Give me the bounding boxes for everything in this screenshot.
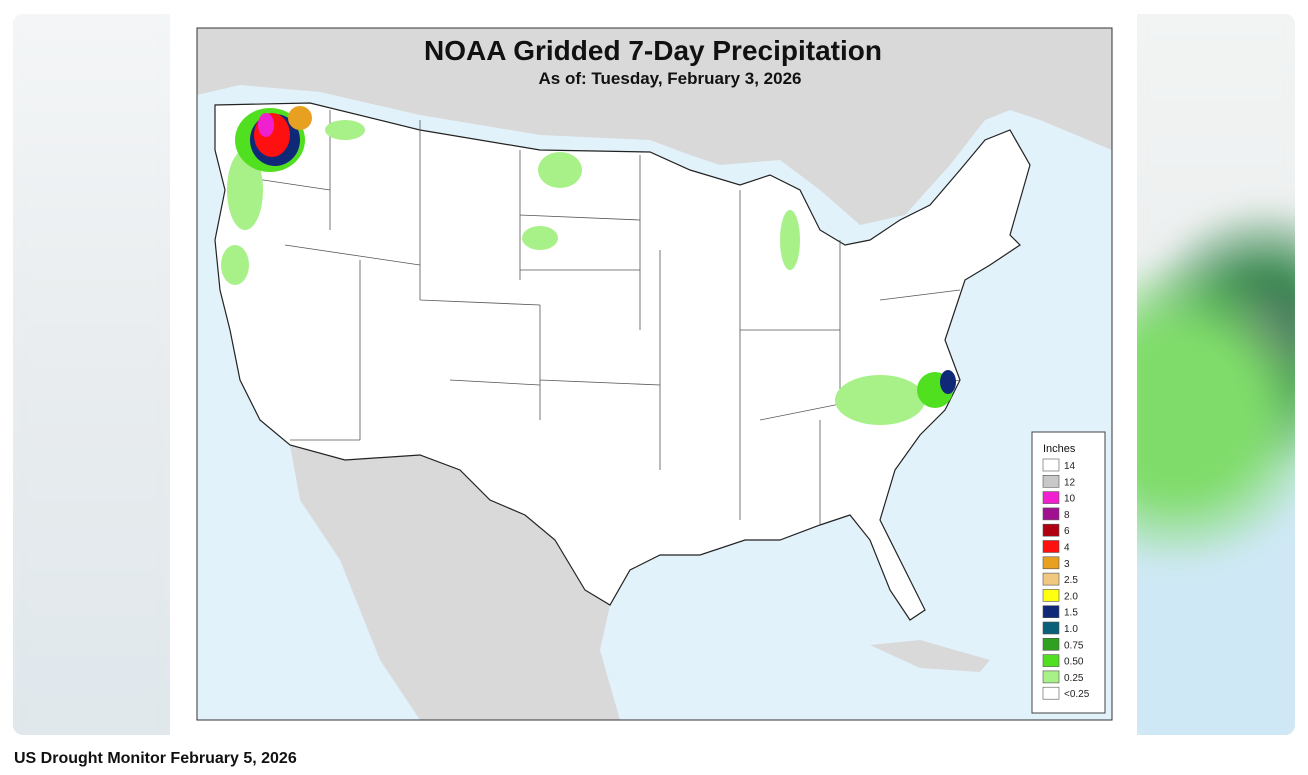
legend-label: 0.50: [1064, 657, 1084, 668]
next-slide[interactable]: [1137, 14, 1295, 735]
legend-label: 1.5: [1064, 608, 1078, 619]
conus: [214, 102, 1031, 621]
legend-swatch: [1042, 507, 1060, 521]
precip-area: [258, 113, 274, 137]
state-lines: [229, 110, 961, 525]
caption: US Drought Monitor February 5, 2026: [14, 750, 297, 767]
legend-label: 12: [1064, 477, 1076, 488]
precip-area: [835, 375, 925, 425]
legend-label: 6: [1064, 526, 1070, 537]
precipitation: [221, 106, 956, 425]
legend-swatch: [1042, 474, 1060, 488]
legend-swatch: [1042, 458, 1060, 472]
precip-area: [940, 370, 956, 394]
legend-swatch: [1042, 605, 1060, 619]
legend-swatch: [1042, 572, 1060, 586]
legend-swatch: [1042, 670, 1060, 684]
legend-label: 3: [1064, 559, 1070, 570]
image-frame: [196, 27, 1113, 721]
legend-label: 10: [1064, 494, 1076, 505]
legend-swatch: [1042, 540, 1060, 553]
precip-area: [522, 226, 558, 250]
blurred-image: [1137, 14, 1295, 735]
legend-swatch: [1042, 686, 1060, 700]
blurred-image: [13, 14, 170, 735]
legend-swatch: [1042, 637, 1060, 651]
legend: Inches 14 12 10 8 6 4 3 2.5 2.0 1.5 1.0 0.75 0.50 0.2…: [1031, 431, 1106, 714]
basemap: [197, 28, 1112, 720]
mexico: [290, 445, 620, 720]
legend-label: 8: [1064, 510, 1070, 521]
legend-title: Inches: [1043, 443, 1076, 455]
legend-label: 14: [1064, 461, 1076, 472]
previous-slide[interactable]: [13, 14, 170, 735]
legend-swatch: [1042, 621, 1060, 635]
canada: [197, 28, 1112, 225]
map-subtitle: As of: Tuesday, February 3, 2026: [539, 69, 802, 88]
legend-label: 1.0: [1064, 624, 1078, 635]
precip-area: [221, 245, 249, 285]
precip-area: [325, 120, 365, 140]
legend-swatch: [1042, 491, 1060, 504]
legend-label: 2.5: [1064, 575, 1078, 586]
precip-area: [227, 150, 263, 230]
legend-swatch: [1042, 556, 1060, 570]
legend-swatch: [1042, 589, 1060, 602]
map-title: NOAA Gridded 7-Day Precipitation: [424, 35, 882, 66]
precip-area: [538, 152, 582, 188]
legend-label: <0.25: [1064, 689, 1090, 700]
precip-area: [288, 106, 312, 130]
precip-area: [780, 210, 800, 270]
legend-label: 0.75: [1064, 640, 1084, 651]
legend-swatch: [1042, 654, 1060, 667]
legend-swatch: [1042, 523, 1060, 537]
legend-label: 4: [1064, 543, 1070, 554]
cuba: [870, 640, 990, 672]
legend-label: 2.0: [1064, 591, 1078, 602]
legend-label: 0.25: [1064, 673, 1084, 684]
